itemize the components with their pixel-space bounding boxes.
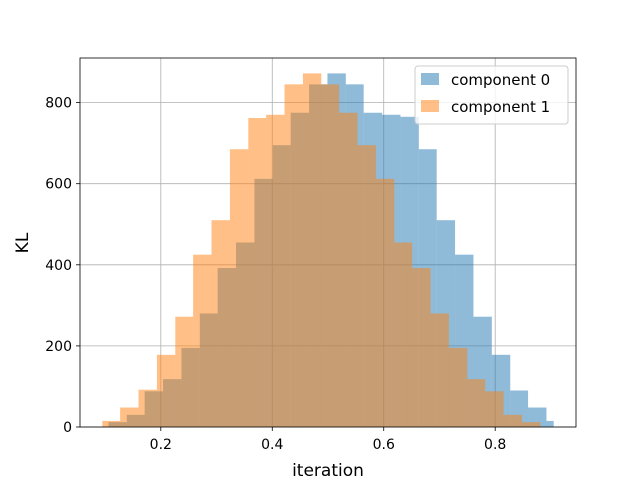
legend-box [414, 65, 569, 125]
histogram-bar-component-1 [521, 422, 541, 427]
histogram-bar-component-1 [412, 268, 431, 427]
x-tick-label: 0.4 [261, 437, 283, 453]
legend-swatch-component-1 [421, 100, 439, 112]
plot-frame [79, 57, 577, 428]
histogram-bar-component-1 [375, 178, 395, 427]
histogram-bar-component-1 [302, 73, 322, 428]
histogram-bar-component-1 [211, 220, 230, 427]
histogram-bar-component-1 [284, 84, 303, 427]
histogram-bar-component-1 [229, 149, 249, 427]
histogram-bar-component-1 [138, 389, 157, 427]
histogram-bar-component-1 [193, 254, 212, 427]
y-tick-label: 400 [45, 258, 72, 274]
axis-ticks: 0.2 0.4 0.6 0.8 0 200 400 600 800 [45, 96, 506, 453]
histogram-bar-component-1 [394, 242, 413, 427]
histogram-bar-component-1 [156, 354, 176, 427]
histogram-bar-component-1 [248, 118, 267, 427]
y-tick-label: 0 [63, 420, 72, 436]
histogram-bar-component-1 [321, 84, 340, 427]
y-axis-label: KL [13, 232, 33, 253]
histogram-bar-component-1 [120, 407, 139, 427]
legend-swatch-component-0 [421, 73, 439, 85]
histogram-bar-component-1 [102, 420, 121, 427]
y-tick-label: 800 [45, 96, 72, 112]
x-tick-label: 0.8 [484, 437, 506, 453]
histogram-bars [102, 73, 554, 428]
x-tick-label: 0.2 [150, 437, 172, 453]
histogram-bar-component-1 [467, 379, 486, 427]
histogram-bar-component-1 [357, 145, 376, 427]
histogram-bar-component-1 [485, 391, 504, 427]
legend: component 0 component 1 [414, 65, 569, 125]
histogram-bar-component-1 [448, 347, 468, 427]
histogram-bar-component-0 [546, 420, 554, 427]
histogram-bar-component-1 [339, 112, 358, 427]
x-tick-label: 0.6 [373, 437, 395, 453]
histogram-bar-component-1 [175, 316, 194, 427]
histogram-bar-component-1 [266, 114, 285, 428]
y-tick-label: 600 [45, 177, 72, 193]
histogram-bar-component-1 [430, 313, 449, 427]
legend-label-component-1: component 1 [451, 98, 550, 116]
legend-label-component-0: component 0 [451, 71, 550, 89]
histogram-bar-component-1 [503, 414, 522, 427]
x-axis-label: iteration [292, 461, 364, 480]
y-tick-label: 200 [45, 339, 72, 355]
